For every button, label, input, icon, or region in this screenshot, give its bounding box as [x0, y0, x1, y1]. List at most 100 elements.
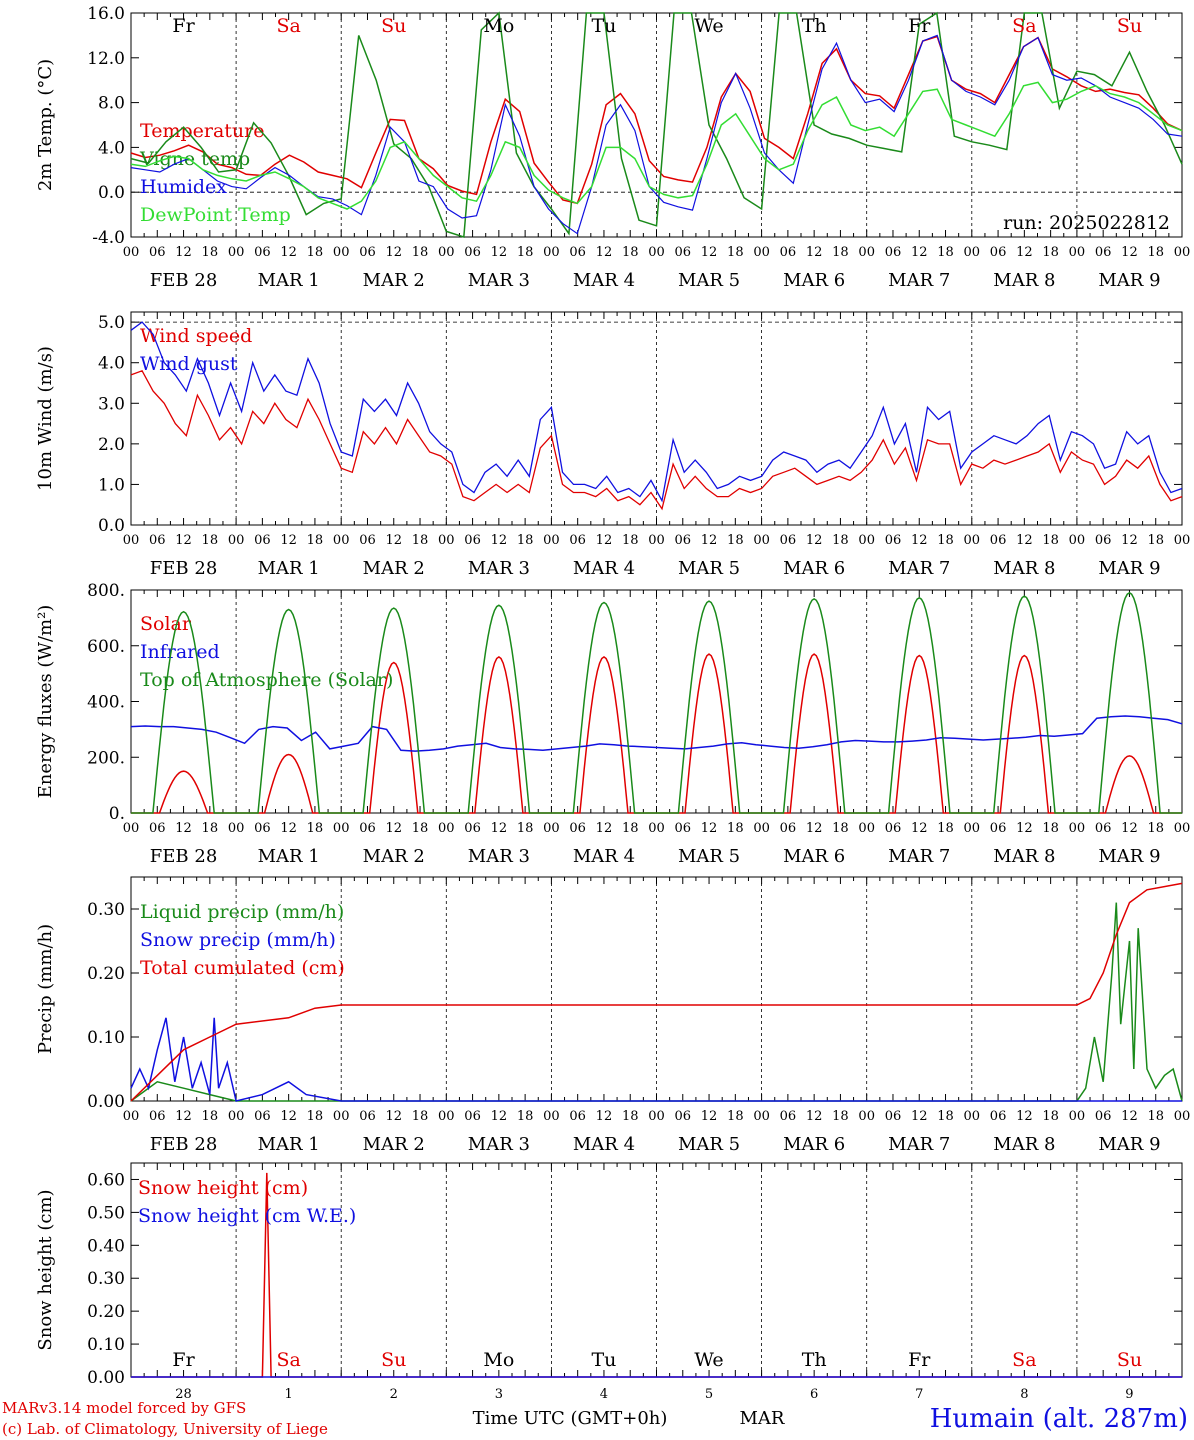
date-label: MAR 7: [888, 270, 950, 291]
hour-label: 06: [254, 533, 271, 548]
legend-entry: Vigne temp: [139, 148, 250, 170]
hour-label: 00: [333, 245, 350, 260]
hour-label: 06: [990, 245, 1007, 260]
hour-label: 06: [464, 1109, 481, 1124]
hour-label: 00: [648, 821, 665, 836]
y-axis-label: 10m Wind (m/s): [35, 346, 56, 491]
y-tick-label: 600.: [87, 637, 125, 657]
hour-label: 12: [1121, 245, 1138, 260]
hour-label: 00: [543, 533, 560, 548]
hour-label: 00: [438, 245, 455, 260]
hour-label: 06: [885, 533, 902, 548]
y-tick-label: 5.0: [98, 313, 125, 333]
hour-label: 12: [1016, 245, 1033, 260]
hour-label: 00: [1174, 821, 1191, 836]
hour-label: 00: [1174, 533, 1191, 548]
hour-label: 06: [569, 1109, 586, 1124]
hour-label: 00: [964, 533, 981, 548]
hour-label: 18: [937, 1109, 954, 1124]
station-name: Humain (alt. 287m): [930, 1404, 1188, 1434]
date-label: MAR 5: [678, 846, 740, 867]
hour-label: 12: [385, 821, 402, 836]
run-annotation: run: 2025022812: [1003, 212, 1170, 234]
legend-entry: Snow height (cm W.E.): [138, 1205, 356, 1227]
date-label: FEB 28: [150, 1134, 217, 1155]
y-tick-label: 12.0: [87, 49, 125, 69]
y-tick-label: 0.60: [87, 1170, 125, 1190]
y-tick-label: 0.0: [98, 183, 125, 203]
hour-label: 06: [885, 245, 902, 260]
y-tick-label: 16.0: [87, 4, 125, 24]
hour-label: 18: [412, 245, 429, 260]
hour-label: 00: [1069, 821, 1086, 836]
date-label: MAR 1: [258, 846, 320, 867]
panel-5: 0.00 0.10 0.20 0.30 0.40 0.50 0.60 Snow height …: [35, 1162, 1183, 1388]
y-tick-label: 0.00: [87, 1368, 125, 1388]
series-line: [130, 715, 1183, 752]
legend-entry: Liquid precip (mm/h): [140, 901, 344, 923]
day-number: 9: [1125, 1387, 1133, 1402]
hour-label: 00: [1174, 1109, 1191, 1124]
hour-label: 12: [911, 1109, 928, 1124]
legend-entry: Wind gust: [140, 353, 238, 375]
legend-entry: DewPoint Temp: [140, 204, 291, 226]
hour-label: 00: [858, 533, 875, 548]
hour-label: 06: [675, 245, 692, 260]
series-line: [131, 591, 1182, 814]
legend-entry: Snow precip (mm/h): [140, 929, 336, 951]
hour-label: 06: [1095, 1109, 1112, 1124]
series-line: [130, 35, 1183, 205]
weekday-label: Th: [802, 15, 827, 37]
date-label: MAR 8: [993, 846, 1055, 867]
y-tick-label: 0.10: [87, 1028, 125, 1048]
hour-label: 06: [885, 821, 902, 836]
hour-label: 00: [438, 533, 455, 548]
weekday-label: Th: [802, 1349, 827, 1371]
y-tick-label: 0.30: [87, 1269, 125, 1289]
hour-label: 12: [175, 1109, 192, 1124]
hour-label: 18: [622, 533, 639, 548]
weekday-label: Su: [381, 15, 406, 37]
hour-label: 18: [412, 1109, 429, 1124]
day-number: 1: [285, 1387, 293, 1402]
hour-label: 18: [832, 1109, 849, 1124]
hour-label: 00: [964, 821, 981, 836]
panel-1: -4.0 0.0 4.0 8.0 12.0 16.0 2m Temp. (°C) 00 06 12…: [35, 4, 1190, 291]
y-axis-label: Precip (mm/h): [35, 924, 56, 1054]
hour-label: 12: [596, 245, 613, 260]
hour-label: 12: [385, 1109, 402, 1124]
hour-label: 00: [648, 1109, 665, 1124]
hour-label: 06: [359, 1109, 376, 1124]
hour-label: 00: [228, 533, 245, 548]
legend-entry: Solar: [140, 613, 192, 635]
hour-label: 06: [1095, 245, 1112, 260]
hour-label: 00: [648, 533, 665, 548]
hour-label: 12: [806, 821, 823, 836]
legend-entry: Infrared: [140, 641, 220, 663]
hour-label: 06: [990, 533, 1007, 548]
weekday-label: Fr: [172, 1349, 195, 1371]
hour-label: 00: [123, 245, 140, 260]
date-label: MAR 6: [783, 1134, 845, 1155]
date-label: MAR 9: [1098, 1134, 1160, 1155]
hour-label: 00: [123, 1109, 140, 1124]
y-tick-label: 2.0: [98, 435, 125, 455]
y-tick-label: 0.20: [87, 964, 125, 984]
hour-label: 12: [1016, 1109, 1033, 1124]
hour-label: 12: [1016, 821, 1033, 836]
legend-entry: Top of Atmosphere (Solar): [140, 669, 393, 691]
hour-label: 12: [911, 821, 928, 836]
hour-label: 00: [438, 821, 455, 836]
hour-label: 18: [517, 1109, 534, 1124]
hour-label: 00: [858, 1109, 875, 1124]
weekday-label: Sa: [276, 1349, 300, 1371]
plot-frame: [130, 589, 1183, 814]
hour-label: 18: [727, 821, 744, 836]
hour-label: 06: [990, 1109, 1007, 1124]
hour-label: 18: [307, 533, 324, 548]
hour-label: 12: [911, 533, 928, 548]
hour-label: 18: [727, 1109, 744, 1124]
date-label: MAR 6: [783, 270, 845, 291]
y-tick-label: 0.50: [87, 1203, 125, 1223]
date-label: MAR 8: [993, 1134, 1055, 1155]
